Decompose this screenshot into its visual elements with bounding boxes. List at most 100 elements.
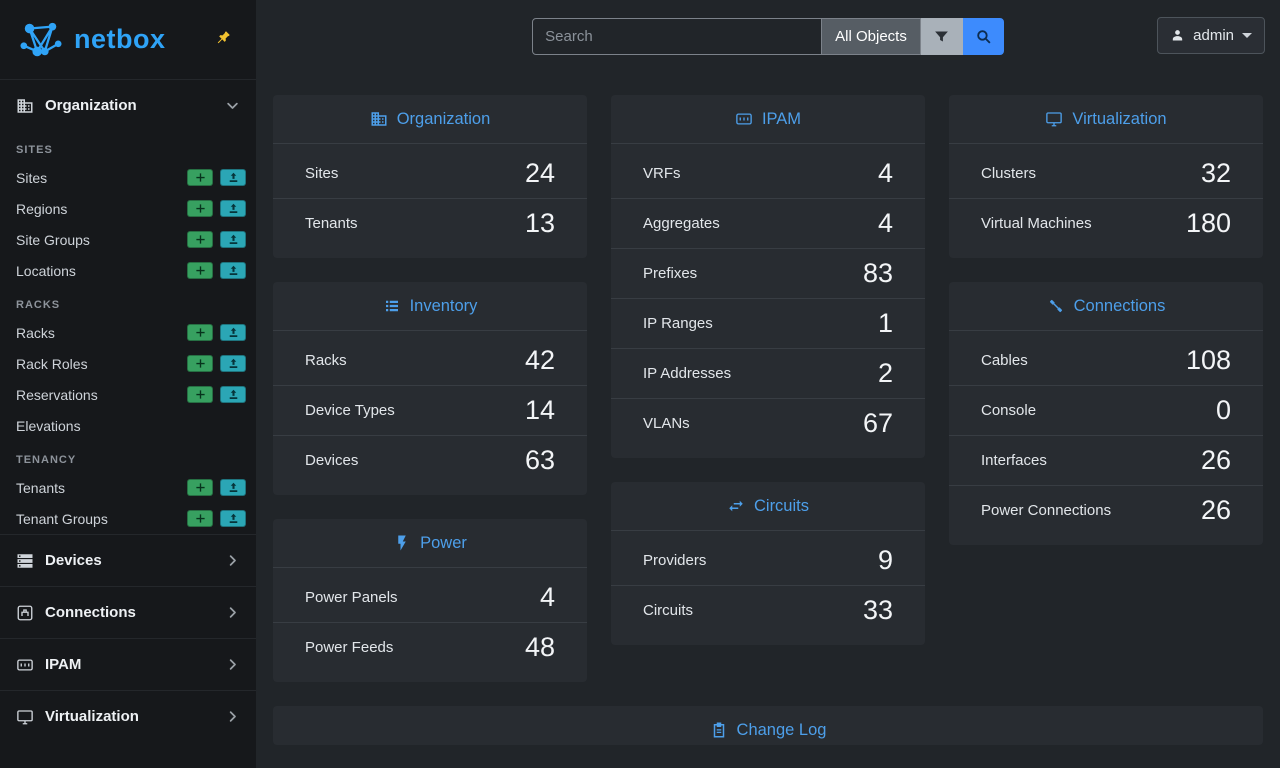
sidebar-item-devices[interactable]: Devices bbox=[0, 534, 256, 586]
sidebar-item-label: Connections bbox=[45, 604, 136, 621]
stat-link-tenants[interactable]: Tenants bbox=[305, 215, 358, 232]
stat-link-racks[interactable]: Racks bbox=[305, 351, 347, 369]
reservations-link[interactable]: Reservations bbox=[16, 386, 98, 403]
racks-link[interactable]: Racks bbox=[16, 324, 55, 341]
filter-button[interactable] bbox=[920, 17, 963, 55]
brand-name: netbox bbox=[74, 24, 166, 54]
stat-value-interfaces[interactable]: 26 bbox=[1200, 445, 1231, 475]
stat-value-ip-addresses[interactable]: 2 bbox=[877, 358, 893, 388]
stat-value-virtual-machines[interactable]: 180 bbox=[1185, 208, 1231, 238]
bolt-icon bbox=[393, 534, 411, 552]
stat-link-providers[interactable]: Providers bbox=[643, 551, 707, 569]
stat-value-vlans[interactable]: 67 bbox=[862, 408, 893, 438]
sidebar-item-reservations: Reservations bbox=[0, 379, 256, 410]
stat-link-sites[interactable]: Sites bbox=[305, 164, 339, 182]
card-header: Power bbox=[273, 519, 587, 568]
stat-value-devices[interactable]: 63 bbox=[524, 445, 555, 475]
add-button[interactable] bbox=[187, 324, 213, 341]
stat-value-power-feeds[interactable]: 48 bbox=[524, 632, 555, 662]
pin-sidebar-button[interactable] bbox=[214, 29, 232, 47]
stat-link-aggregates[interactable]: Aggregates bbox=[643, 215, 720, 232]
stat-link-power-connections[interactable]: Power Connections bbox=[981, 502, 1112, 519]
stat-link-ip-addresses[interactable]: IP Addresses bbox=[643, 365, 732, 382]
import-button[interactable] bbox=[220, 355, 246, 372]
stat-link-ip-ranges[interactable]: IP Ranges bbox=[643, 315, 713, 332]
stat-value-device-types[interactable]: 14 bbox=[524, 395, 555, 425]
pin-icon bbox=[214, 31, 232, 50]
stat-value-tenants[interactable]: 13 bbox=[524, 208, 555, 238]
stat-row: Racks 42 bbox=[273, 335, 587, 385]
sites-link[interactable]: Sites bbox=[16, 169, 48, 186]
import-button[interactable] bbox=[220, 169, 246, 186]
add-button[interactable] bbox=[187, 510, 213, 527]
caret-down-icon bbox=[1242, 33, 1252, 38]
stat-link-circuits[interactable]: Circuits bbox=[643, 602, 694, 619]
stat-link-prefixes[interactable]: Prefixes bbox=[643, 265, 698, 282]
sidebar-item-connections[interactable]: Connections bbox=[0, 586, 256, 638]
search-submit-button[interactable] bbox=[962, 17, 1004, 55]
import-button[interactable] bbox=[220, 231, 246, 248]
stat-link-devices[interactable]: Devices bbox=[305, 452, 359, 469]
stat-link-clusters[interactable]: Clusters bbox=[981, 164, 1037, 182]
stat-value-aggregates[interactable]: 4 bbox=[877, 208, 893, 238]
stat-value-console[interactable]: 0 bbox=[1215, 395, 1231, 425]
import-button[interactable] bbox=[220, 324, 246, 341]
sidebar: netbox Organization bbox=[0, 0, 256, 768]
stat-link-power-feeds[interactable]: Power Feeds bbox=[305, 639, 394, 656]
card-title: Virtualization bbox=[1072, 109, 1167, 128]
user-menu-button[interactable]: admin bbox=[1157, 17, 1265, 54]
netbox-home-link[interactable]: netbox bbox=[0, 0, 256, 79]
stat-link-cables[interactable]: Cables bbox=[981, 351, 1028, 369]
stat-value-sites[interactable]: 24 bbox=[524, 157, 555, 188]
stat-value-providers[interactable]: 9 bbox=[877, 544, 893, 575]
global-search: All Objects bbox=[532, 17, 1004, 55]
add-button[interactable] bbox=[187, 386, 213, 403]
site-groups-link[interactable]: Site Groups bbox=[16, 231, 90, 248]
add-button[interactable] bbox=[187, 479, 213, 496]
regions-link[interactable]: Regions bbox=[16, 200, 68, 217]
sidebar-item-ipam[interactable]: IPAM bbox=[0, 638, 256, 690]
sidebar-item-virtualization[interactable]: Virtualization bbox=[0, 690, 256, 742]
import-button[interactable] bbox=[220, 386, 246, 403]
add-button[interactable] bbox=[187, 231, 213, 248]
elevations-link[interactable]: Elevations bbox=[16, 417, 81, 434]
card-title: Organization bbox=[396, 109, 491, 128]
stat-link-power-panels[interactable]: Power Panels bbox=[305, 588, 398, 606]
import-button[interactable] bbox=[220, 479, 246, 496]
card-header: Change Log bbox=[273, 706, 1263, 745]
add-button[interactable] bbox=[187, 169, 213, 186]
card-header: Connections bbox=[949, 282, 1263, 331]
rack-roles-link[interactable]: Rack Roles bbox=[16, 355, 88, 372]
card-header: Circuits bbox=[611, 482, 925, 531]
upload-icon bbox=[228, 265, 239, 276]
stat-value-ip-ranges[interactable]: 1 bbox=[877, 308, 893, 338]
locations-link[interactable]: Locations bbox=[16, 262, 76, 279]
import-button[interactable] bbox=[220, 200, 246, 217]
import-button[interactable] bbox=[220, 262, 246, 279]
stat-value-power-panels[interactable]: 4 bbox=[539, 581, 555, 612]
stat-value-power-connections[interactable]: 26 bbox=[1200, 495, 1231, 525]
stat-link-vlans[interactable]: VLANs bbox=[643, 415, 690, 432]
stat-link-interfaces[interactable]: Interfaces bbox=[981, 452, 1047, 469]
stat-link-virtual-machines[interactable]: Virtual Machines bbox=[981, 215, 1092, 232]
stat-link-console[interactable]: Console bbox=[981, 402, 1037, 419]
stat-link-device-types[interactable]: Device Types bbox=[305, 402, 395, 419]
tenant-groups-link[interactable]: Tenant Groups bbox=[16, 510, 108, 527]
object-type-button[interactable]: All Objects bbox=[822, 17, 921, 55]
sidebar-item-organization[interactable]: Organization bbox=[0, 79, 256, 131]
add-button[interactable] bbox=[187, 262, 213, 279]
import-button[interactable] bbox=[220, 510, 246, 527]
stat-value-prefixes[interactable]: 83 bbox=[862, 258, 893, 288]
add-button[interactable] bbox=[187, 355, 213, 372]
person-icon bbox=[1170, 28, 1185, 43]
stat-value-cables[interactable]: 108 bbox=[1185, 344, 1231, 375]
stat-value-circuits[interactable]: 33 bbox=[862, 595, 893, 625]
stat-value-clusters[interactable]: 32 bbox=[1200, 157, 1231, 188]
add-button[interactable] bbox=[187, 200, 213, 217]
stat-link-vrfs[interactable]: VRFs bbox=[643, 164, 681, 182]
stat-row: Circuits 33 bbox=[611, 585, 925, 635]
stat-value-vrfs[interactable]: 4 bbox=[877, 157, 893, 188]
stat-value-racks[interactable]: 42 bbox=[524, 344, 555, 375]
tenants-link[interactable]: Tenants bbox=[16, 479, 66, 496]
search-input[interactable] bbox=[532, 17, 823, 55]
